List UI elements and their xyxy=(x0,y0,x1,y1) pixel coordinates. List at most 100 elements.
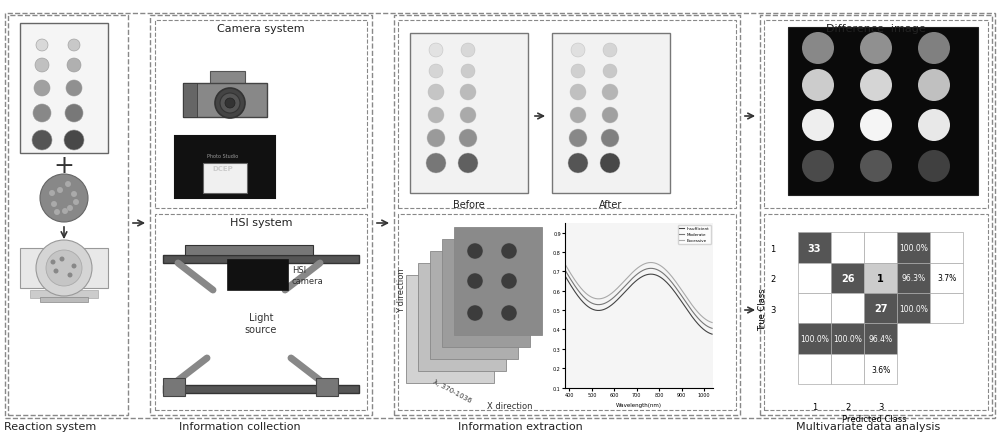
Text: 100.0%: 100.0% xyxy=(833,334,862,343)
Text: HSI
camera: HSI camera xyxy=(292,266,324,285)
Bar xyxy=(864,354,897,384)
Bar xyxy=(798,354,831,384)
Circle shape xyxy=(918,151,950,183)
Circle shape xyxy=(571,65,585,79)
Circle shape xyxy=(220,94,240,114)
Excessive xyxy=(650,261,662,266)
Circle shape xyxy=(73,200,79,205)
Circle shape xyxy=(860,151,892,183)
Legend: Insufficient, Moderate, Excessive: Insufficient, Moderate, Excessive xyxy=(678,226,711,244)
FancyBboxPatch shape xyxy=(20,248,108,288)
Excessive xyxy=(706,320,718,325)
Circle shape xyxy=(49,191,55,197)
Circle shape xyxy=(453,291,469,307)
Text: +: + xyxy=(54,154,74,177)
Text: Difference  image: Difference image xyxy=(826,24,926,34)
Circle shape xyxy=(67,205,73,212)
FancyBboxPatch shape xyxy=(454,227,542,335)
Circle shape xyxy=(419,291,435,307)
Bar xyxy=(930,293,963,324)
FancyBboxPatch shape xyxy=(163,385,359,393)
Moderate xyxy=(706,326,718,331)
Circle shape xyxy=(603,44,617,58)
FancyBboxPatch shape xyxy=(418,263,506,371)
FancyBboxPatch shape xyxy=(430,251,518,359)
Circle shape xyxy=(489,317,505,333)
Circle shape xyxy=(443,329,459,345)
Bar xyxy=(864,324,897,354)
Circle shape xyxy=(32,131,52,151)
Text: HSI system: HSI system xyxy=(230,218,292,227)
Bar xyxy=(798,324,831,354)
Moderate xyxy=(647,266,659,272)
Circle shape xyxy=(461,65,475,79)
Insufficient xyxy=(683,311,695,316)
Circle shape xyxy=(54,269,58,274)
Text: Y direction: Y direction xyxy=(398,268,406,313)
Text: 33: 33 xyxy=(808,243,821,253)
Excessive xyxy=(559,262,571,267)
Bar xyxy=(831,263,864,293)
Circle shape xyxy=(66,81,82,97)
Circle shape xyxy=(860,70,892,102)
FancyBboxPatch shape xyxy=(175,137,275,198)
Circle shape xyxy=(489,255,505,272)
Circle shape xyxy=(60,257,64,262)
Circle shape xyxy=(215,89,245,119)
Circle shape xyxy=(467,244,483,259)
FancyBboxPatch shape xyxy=(316,378,338,396)
Circle shape xyxy=(57,187,63,194)
Text: Information collection: Information collection xyxy=(179,421,301,431)
Circle shape xyxy=(570,85,586,101)
Insufficient xyxy=(559,274,571,279)
Circle shape xyxy=(72,264,76,269)
Circle shape xyxy=(602,108,618,124)
Circle shape xyxy=(460,108,476,124)
Circle shape xyxy=(602,85,618,101)
Insufficient xyxy=(647,272,659,277)
Circle shape xyxy=(36,40,48,52)
Moderate xyxy=(559,268,571,273)
Circle shape xyxy=(65,105,83,123)
Circle shape xyxy=(569,130,587,148)
Circle shape xyxy=(65,182,71,187)
Circle shape xyxy=(477,297,493,313)
Circle shape xyxy=(443,267,459,283)
Text: Before: Before xyxy=(453,200,485,209)
Text: 26: 26 xyxy=(841,273,854,283)
Excessive xyxy=(559,263,571,268)
Circle shape xyxy=(802,110,834,141)
Text: 100.0%: 100.0% xyxy=(800,334,829,343)
Insufficient xyxy=(650,272,662,278)
Bar xyxy=(798,263,831,293)
Circle shape xyxy=(467,273,483,290)
Circle shape xyxy=(443,297,459,313)
Excessive xyxy=(683,299,695,304)
FancyBboxPatch shape xyxy=(410,34,528,194)
Circle shape xyxy=(501,244,517,259)
Bar xyxy=(897,233,930,263)
FancyBboxPatch shape xyxy=(210,72,245,86)
Excessive xyxy=(645,260,657,265)
Circle shape xyxy=(34,81,50,97)
Moderate xyxy=(693,317,705,322)
Circle shape xyxy=(50,260,56,265)
Circle shape xyxy=(427,130,445,148)
Excessive xyxy=(647,260,659,265)
Bar xyxy=(930,233,963,263)
Text: Information extraction: Information extraction xyxy=(458,421,582,431)
FancyBboxPatch shape xyxy=(228,261,288,290)
Text: 3.6%: 3.6% xyxy=(871,365,890,374)
Circle shape xyxy=(568,154,588,173)
Circle shape xyxy=(802,70,834,102)
FancyBboxPatch shape xyxy=(20,24,108,154)
Circle shape xyxy=(33,105,51,123)
Circle shape xyxy=(860,110,892,141)
Circle shape xyxy=(35,59,49,73)
Circle shape xyxy=(458,154,478,173)
Circle shape xyxy=(419,353,435,369)
Circle shape xyxy=(571,44,585,58)
Circle shape xyxy=(570,108,586,124)
Circle shape xyxy=(601,130,619,148)
Circle shape xyxy=(455,255,471,272)
